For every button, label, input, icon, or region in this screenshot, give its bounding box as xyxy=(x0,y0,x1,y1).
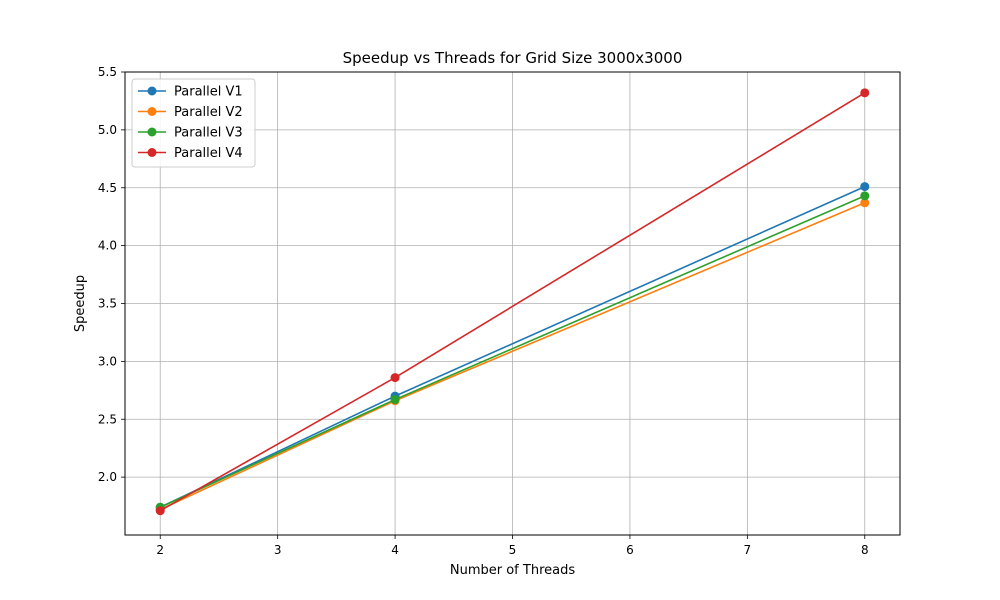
data-point-v3 xyxy=(390,395,400,405)
data-point-v3 xyxy=(860,191,870,201)
legend-swatch-marker xyxy=(147,148,157,157)
y-axis-label: Speedup xyxy=(73,275,88,332)
x-tick-label: 7 xyxy=(744,543,752,557)
data-point-v4 xyxy=(390,373,400,383)
x-ticks: 2 3 4 5 6 7 8 xyxy=(156,535,869,557)
x-tick-label: 8 xyxy=(861,543,869,557)
legend-swatch-marker xyxy=(147,107,157,116)
legend-label-v3: Parallel V3 xyxy=(174,126,243,141)
y-tick-label: 5.5 xyxy=(98,65,117,79)
y-tick-label: 4.0 xyxy=(98,239,117,253)
y-tick-label: 2.5 xyxy=(98,412,117,426)
y-tick-label: 2.0 xyxy=(98,470,117,484)
x-tick-label: 3 xyxy=(274,543,282,557)
legend-label-v1: Parallel V1 xyxy=(174,85,243,100)
legend-label-v4: Parallel V4 xyxy=(174,146,243,161)
y-ticks: 2.0 2.5 3.0 3.5 4.0 4.5 5.0 5.5 xyxy=(98,65,125,484)
y-tick-label: 4.5 xyxy=(98,181,117,195)
data-point-v4 xyxy=(155,506,165,516)
x-tick-label: 5 xyxy=(509,543,517,557)
legend-swatch-marker xyxy=(147,127,157,137)
data-point-v2 xyxy=(860,198,870,208)
y-tick-label: 3.5 xyxy=(98,297,117,311)
x-tick-label: 6 xyxy=(626,543,634,557)
x-axis-label: Number of Threads xyxy=(450,563,575,578)
series-group xyxy=(155,88,870,516)
data-point-v4 xyxy=(860,88,870,98)
x-tick-label: 4 xyxy=(391,543,399,557)
y-tick-label: 5.0 xyxy=(98,123,117,137)
legend: Parallel V1 Parallel V2 Parallel V3 Paralle… xyxy=(131,78,256,168)
x-tick-label: 2 xyxy=(156,543,164,557)
legend-label-v2: Parallel V2 xyxy=(174,105,243,120)
chart-title: Speedup vs Threads for Grid Size 3000x30… xyxy=(343,49,683,67)
legend-box xyxy=(131,78,256,168)
legend-swatch-marker xyxy=(147,86,157,96)
y-tick-label: 3.0 xyxy=(98,354,117,368)
data-point-v1 xyxy=(860,182,870,192)
